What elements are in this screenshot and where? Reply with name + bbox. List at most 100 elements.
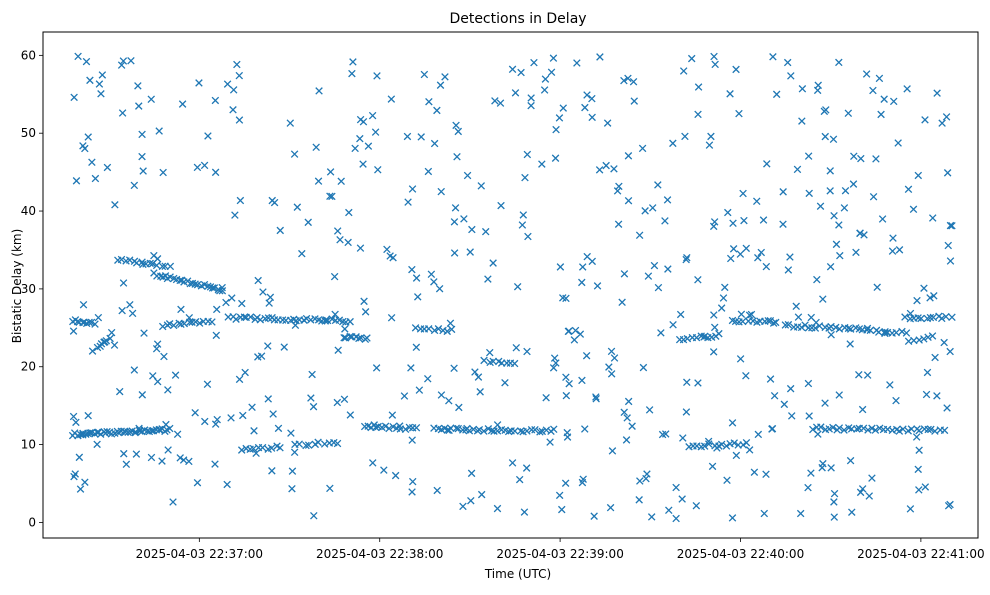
data-point [193, 478, 202, 487]
data-point [93, 428, 101, 437]
data-point [578, 376, 586, 385]
data-point [936, 426, 945, 434]
data-point [648, 204, 657, 212]
data-point [549, 425, 558, 434]
data-point [921, 483, 930, 491]
data-point [415, 386, 424, 394]
data-point [504, 427, 513, 436]
data-point [93, 440, 101, 449]
data-point [76, 485, 85, 493]
data-point [635, 231, 644, 240]
data-point [835, 391, 844, 399]
y-axis-ticks: 0 10 20 30 40 50 60 [21, 48, 43, 529]
data-point [452, 424, 461, 433]
data-point [571, 326, 580, 335]
data-point [408, 436, 416, 444]
data-point [903, 85, 911, 93]
data-point [74, 52, 82, 61]
data-point [610, 354, 619, 362]
data-point [547, 68, 556, 76]
data-point [233, 60, 241, 69]
data-point [639, 363, 648, 372]
data-point [924, 425, 932, 434]
data-point [424, 167, 433, 176]
data-point [565, 379, 573, 388]
data-point [69, 412, 78, 421]
data-point [425, 97, 433, 106]
data-point [770, 391, 779, 400]
data-point [658, 430, 667, 439]
data-point [185, 457, 193, 466]
data-point [477, 490, 486, 499]
data-point [118, 109, 127, 117]
y-tick-label: 30 [21, 282, 36, 296]
data-point [371, 128, 380, 136]
data-point [826, 167, 835, 175]
data-point [920, 335, 928, 343]
data-point [792, 302, 800, 311]
data-point [593, 282, 602, 290]
data-point [443, 426, 452, 434]
data-point [420, 70, 429, 79]
x-tick-label: 2025-04-03 22:38:00 [316, 547, 443, 561]
data-point [138, 391, 147, 399]
data-point [942, 113, 951, 121]
data-point [228, 294, 236, 302]
data-point [173, 430, 182, 439]
data-point [913, 296, 921, 305]
data-point [94, 313, 103, 322]
data-point [892, 328, 901, 337]
data-point [264, 395, 273, 403]
data-point [840, 426, 848, 434]
y-tick-label: 50 [21, 126, 36, 140]
data-point [229, 86, 238, 94]
data-point [736, 250, 745, 258]
data-point [158, 322, 167, 331]
data-point [665, 506, 673, 514]
data-point [871, 426, 880, 434]
data-point [450, 249, 459, 257]
data-point [467, 469, 476, 478]
data-point [331, 310, 339, 319]
data-point [928, 214, 937, 222]
data-point [239, 411, 247, 420]
data-point [437, 187, 445, 196]
data-point [118, 306, 126, 315]
data-point [930, 292, 938, 300]
data-point [848, 508, 856, 516]
data-point [804, 483, 812, 492]
data-point [463, 424, 471, 433]
data-point [856, 488, 865, 497]
data-point [349, 58, 357, 66]
data-point [401, 425, 410, 433]
data-point [218, 283, 226, 292]
data-point [218, 287, 227, 295]
data-point [859, 424, 868, 433]
data-point [946, 347, 954, 356]
data-point [578, 478, 587, 487]
data-point [412, 424, 421, 432]
data-point [308, 370, 316, 379]
data-point [70, 93, 78, 102]
data-point [709, 348, 718, 356]
data-point [290, 448, 299, 457]
data-point [736, 355, 745, 363]
data-point [841, 186, 850, 195]
data-point [191, 280, 199, 288]
data-point [946, 500, 954, 509]
data-point [654, 283, 663, 292]
data-point [943, 169, 952, 177]
data-point [647, 513, 656, 521]
data-point [84, 133, 92, 141]
data-point [337, 177, 345, 186]
data-point [330, 272, 339, 281]
data-point [606, 503, 615, 512]
data-point [510, 359, 519, 368]
data-point [264, 342, 272, 350]
data-point [645, 406, 654, 414]
data-point [412, 343, 421, 352]
data-point [235, 375, 244, 384]
data-point [72, 418, 80, 427]
data-point [836, 251, 844, 260]
data-point [869, 86, 877, 95]
